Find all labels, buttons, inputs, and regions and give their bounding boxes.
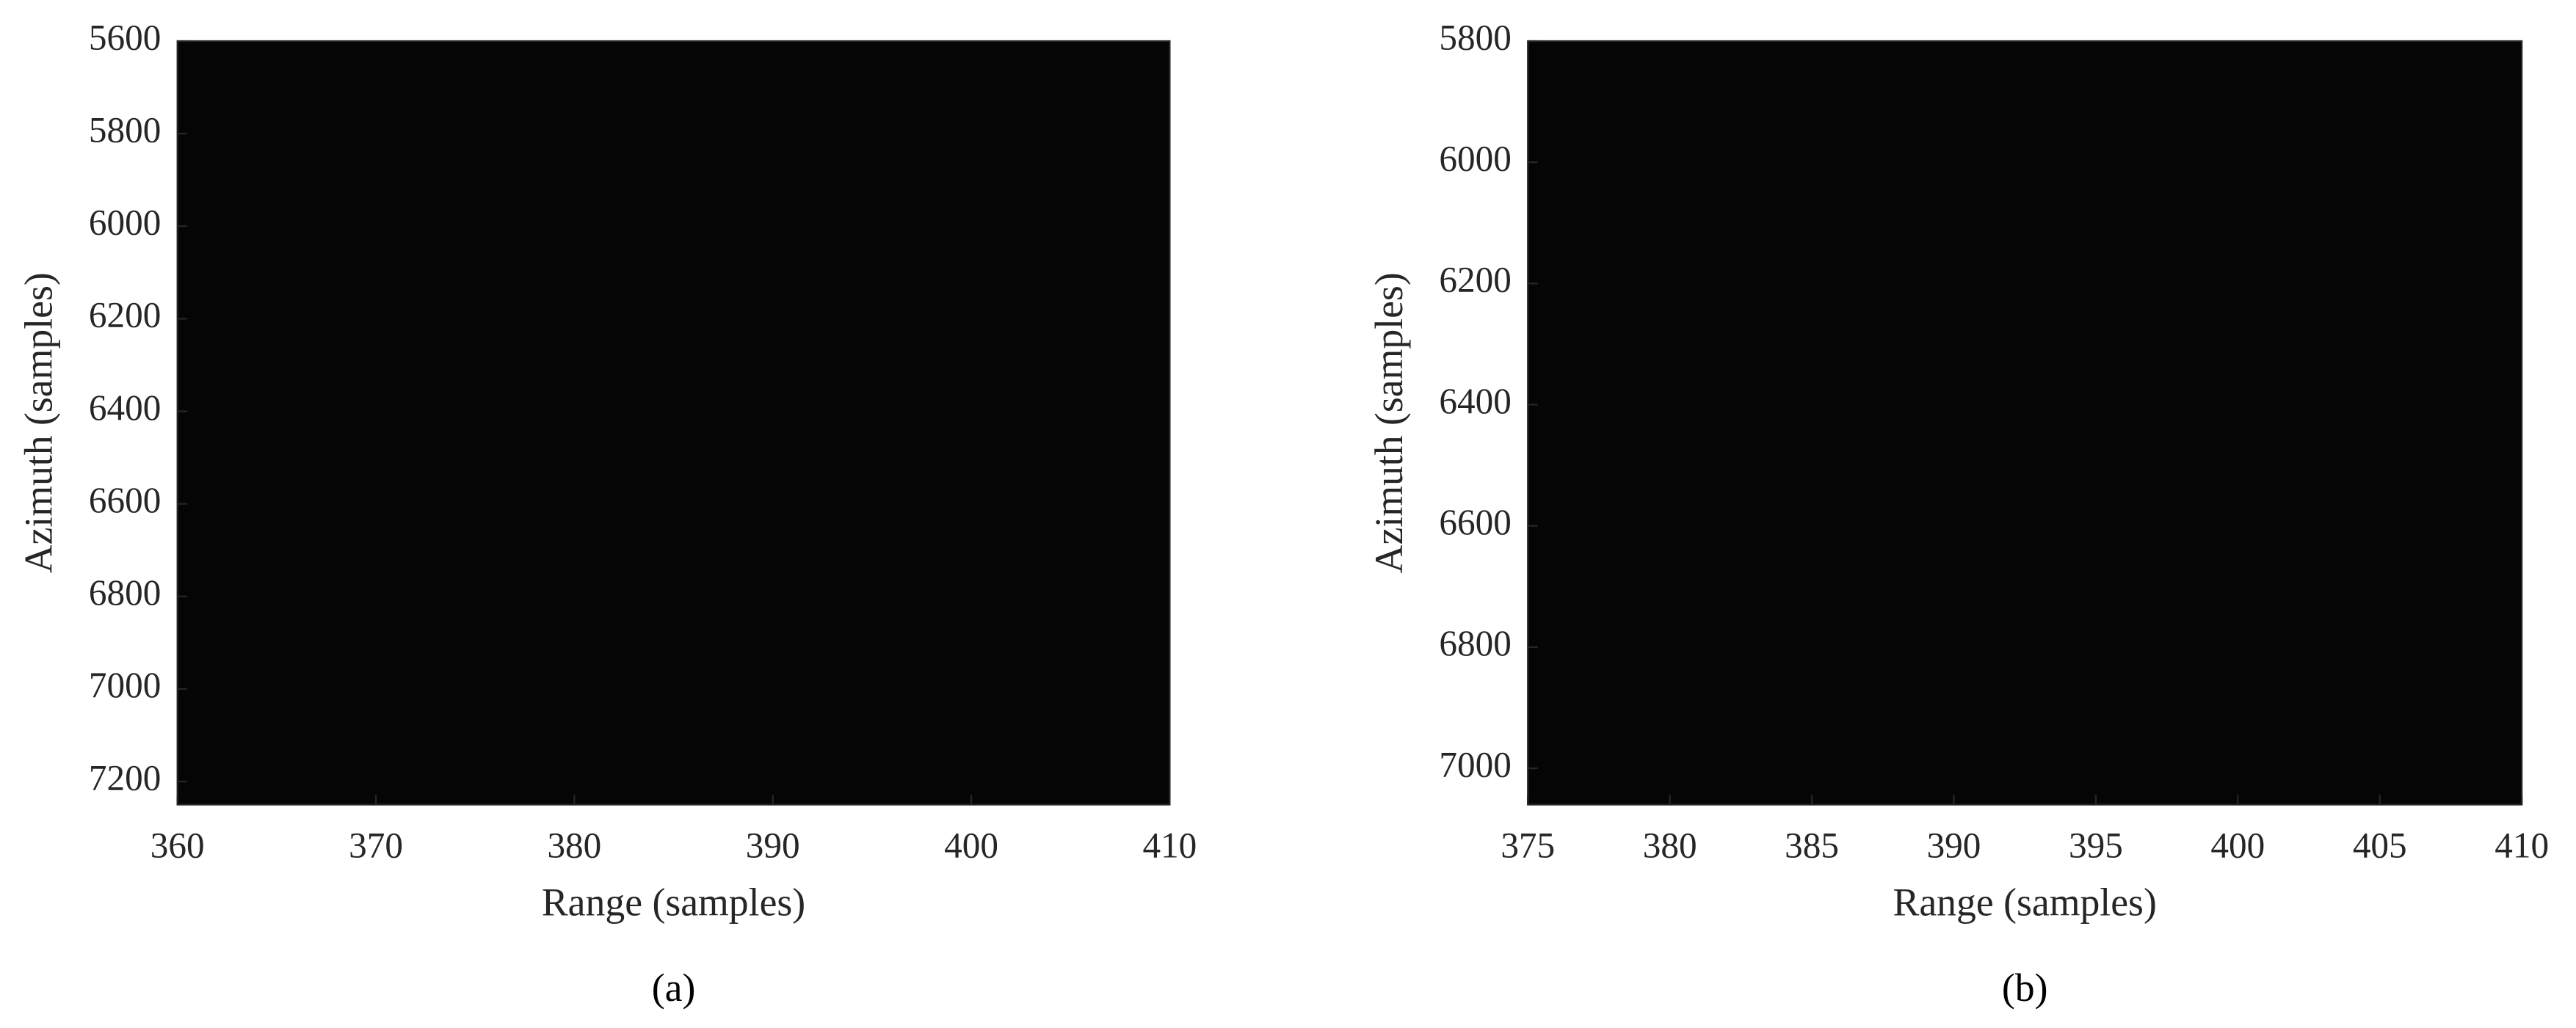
x-tick-label: 380 [547, 825, 601, 865]
x-tick-label: 410 [2495, 825, 2549, 865]
y-axis-label: Azimuth (samples) [1367, 272, 1411, 573]
x-tick-label: 360 [150, 825, 205, 865]
y-tick-label: 5800 [89, 109, 161, 150]
y-tick-label: 7200 [89, 757, 161, 798]
axes-frame [176, 40, 1171, 806]
image-area [177, 40, 1170, 805]
x-tick-label: 385 [1785, 825, 1839, 865]
y-tick-label: 6200 [1439, 260, 1511, 300]
x-tick-label: 390 [746, 825, 800, 865]
image-area [1528, 40, 2522, 805]
axes-frame [1527, 40, 2523, 806]
x-tick-label: 400 [944, 825, 998, 865]
y-tick-label: 6400 [1439, 381, 1511, 421]
caption: (b) [2002, 966, 2048, 1010]
y-tick-label: 6800 [89, 572, 161, 613]
x-tick-label: 405 [2353, 825, 2407, 865]
x-tick-label: 395 [2069, 825, 2123, 865]
x-tick-label: 380 [1643, 825, 1697, 865]
x-axis-label: Range (samples) [1893, 881, 2157, 925]
y-tick-label: 6600 [89, 480, 161, 520]
x-tick-label: 410 [1142, 825, 1197, 865]
y-tick-label: 6000 [1439, 138, 1511, 178]
x-tick-label: 370 [349, 825, 403, 865]
x-tick-label: 390 [1927, 825, 1981, 865]
y-tick-label: 5800 [1439, 17, 1511, 57]
y-tick-label: 6600 [1439, 502, 1511, 542]
y-tick-label: 5600 [89, 17, 161, 57]
x-tick-label: 400 [2210, 825, 2265, 865]
x-tick-label: 375 [1501, 825, 1555, 865]
y-tick-label: 6800 [1439, 623, 1511, 663]
y-tick-label: 7000 [1439, 744, 1511, 784]
y-tick-label: 7000 [89, 665, 161, 705]
y-tick-label: 6400 [89, 387, 161, 428]
y-axis-label: Azimuth (samples) [17, 272, 61, 573]
caption: (a) [652, 966, 696, 1010]
y-tick-label: 6000 [89, 203, 161, 243]
y-tick-label: 6200 [89, 295, 161, 335]
x-axis-label: Range (samples) [542, 881, 805, 925]
